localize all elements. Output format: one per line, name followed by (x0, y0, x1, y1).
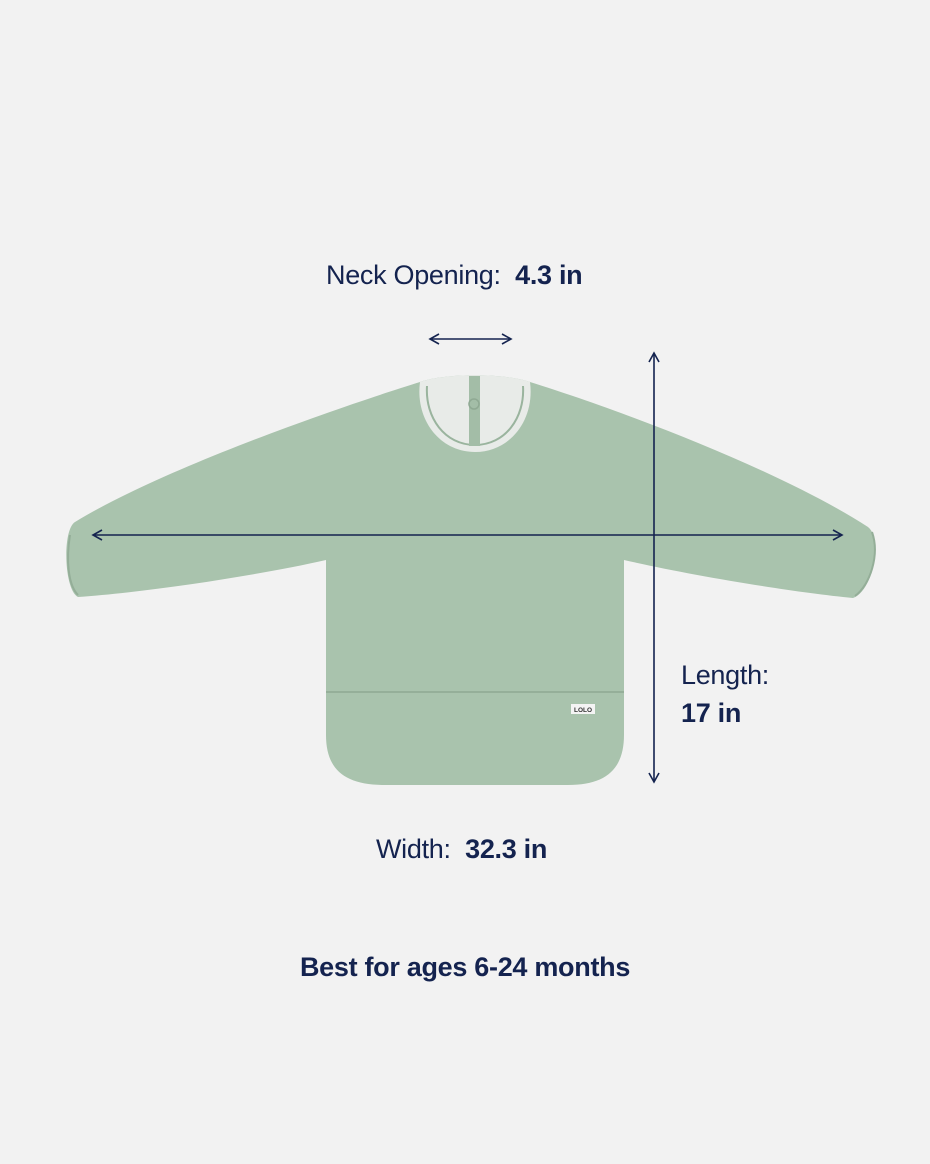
neck-value: 4.3 in (515, 260, 583, 290)
length-measurement: Length: 17 in (681, 656, 769, 732)
width-label: Width: (376, 834, 451, 864)
age-recommendation: Best for ages 6-24 months (299, 952, 631, 982)
brand-tag (571, 704, 595, 714)
svg-text:LOLO: LOLO (574, 707, 592, 714)
bib-product-image: LOLO (66, 375, 876, 785)
width-measurement: Width: 32.3 in (376, 834, 547, 865)
length-value: 17 in (681, 698, 742, 728)
length-label: Length: (681, 660, 769, 690)
neck-measurement: Neck Opening: 4.3 in (326, 260, 583, 291)
width-value: 32.3 in (465, 834, 548, 864)
neck-label: Neck Opening: (326, 260, 501, 290)
